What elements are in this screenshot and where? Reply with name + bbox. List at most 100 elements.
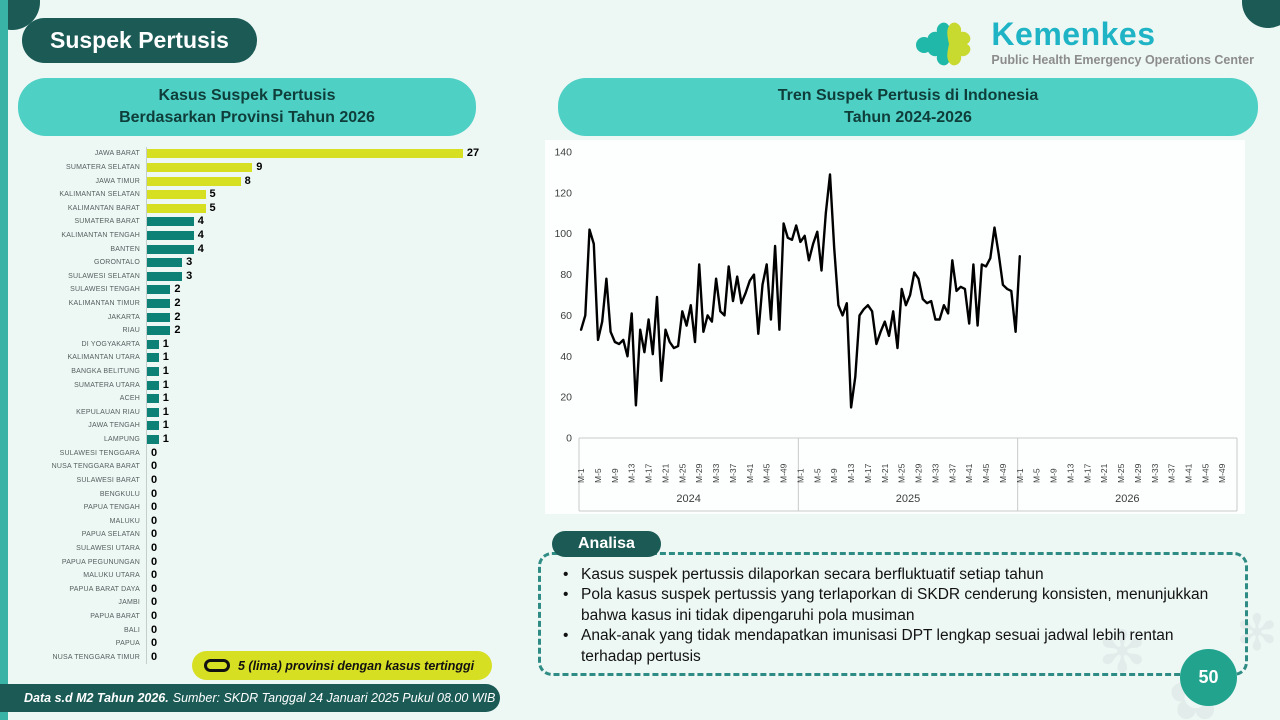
bar-row: GORONTALO 3: [18, 255, 504, 270]
bar-value-label: 0: [151, 528, 158, 541]
province-label: KALIMANTAN SELATAN: [59, 191, 140, 199]
bar-value-label: 27: [466, 147, 480, 160]
svg-text:M-17: M-17: [644, 463, 654, 483]
bar-segment: [147, 149, 463, 159]
province-label: RIAU: [122, 327, 140, 335]
bar-value-label: 0: [151, 487, 158, 500]
bar-row: SUMATERA BARAT 4: [18, 215, 504, 229]
bar-track: 1: [146, 432, 504, 447]
svg-text:40: 40: [560, 351, 572, 363]
svg-text:M-25: M-25: [1116, 463, 1126, 483]
bar-row: SULAWESI TENGAH 2: [18, 283, 504, 297]
svg-text:M-37: M-37: [728, 463, 738, 483]
bar-row: SULAWESI TENGGARA 0: [18, 446, 504, 461]
bar-value-label: 1: [162, 337, 169, 350]
svg-text:M-29: M-29: [1133, 463, 1143, 483]
left-edge-strip: [0, 0, 8, 720]
bar-row: BALI 0: [18, 623, 504, 637]
bar-value-label: 0: [151, 610, 158, 623]
kemenkes-logo: Kemenkes Public Health Emergency Operati…: [915, 10, 1254, 74]
bar-track: 0: [146, 596, 504, 610]
bar-row: PAPUA 0: [18, 636, 504, 651]
bar-row: PAPUA PEGUNUNGAN 0: [18, 555, 504, 569]
bar-value-label: 0: [151, 596, 158, 609]
province-label: BANGKA BELITUNG: [71, 368, 140, 376]
trend-line-chart: 0 20 40 60 80 100 120 140 M-1 M-5 M-9 M-13 M-17 M-21 M…: [545, 140, 1245, 514]
bar-segment: [147, 380, 159, 390]
bar-value-label: 4: [197, 228, 204, 241]
bar-value-label: 0: [151, 460, 158, 473]
svg-text:M-37: M-37: [947, 463, 957, 483]
bar-value-label: 4: [197, 242, 204, 255]
footer-period: Data s.d M2 Tahun 2026.: [24, 691, 169, 705]
bar-value-label: 2: [174, 283, 181, 296]
bar-track: 8: [146, 174, 504, 188]
province-label: KALIMANTAN BARAT: [67, 204, 140, 212]
bar-row: NUSA TENGGARA BARAT 0: [18, 460, 504, 474]
svg-text:M-5: M-5: [593, 468, 603, 483]
bar-segment: [147, 407, 159, 417]
bar-track: 1: [146, 378, 504, 392]
svg-text:M-29: M-29: [914, 463, 924, 483]
corner-ornament: ✻: [1236, 605, 1278, 661]
bar-track: 0: [146, 446, 504, 461]
bar-value-label: 0: [151, 473, 158, 486]
bar-value-label: 3: [186, 269, 193, 282]
svg-text:M-41: M-41: [964, 463, 974, 483]
svg-text:80: 80: [560, 269, 572, 281]
province-label: JAWA TIMUR: [95, 177, 140, 185]
page-title: Suspek Pertusis: [22, 18, 257, 63]
bar-row: PAPUA TENGAH 0: [18, 500, 504, 515]
province-label: SULAWESI TENGAH: [70, 286, 140, 294]
bar-segment: [147, 217, 194, 227]
svg-text:M-49: M-49: [779, 463, 789, 483]
bar-value-label: 3: [186, 256, 193, 269]
bar-segment: [147, 176, 241, 186]
svg-text:M-45: M-45: [762, 463, 772, 483]
bar-chart-title: Kasus Suspek Pertusis Berdasarkan Provin…: [18, 78, 476, 136]
svg-text:M-9: M-9: [1049, 468, 1059, 483]
bar-row: KALIMANTAN TENGAH 4: [18, 228, 504, 243]
svg-text:M-21: M-21: [1099, 463, 1109, 483]
line-chart-title-line1: Tren Suspek Pertusis di Indonesia: [777, 87, 1039, 105]
province-label: KALIMANTAN UTARA: [67, 354, 140, 362]
data-source-footer: Data s.d M2 Tahun 2026. Sumber: SKDR Tan…: [0, 684, 500, 712]
province-label: SUMATERA UTARA: [74, 381, 140, 389]
bar-value-label: 0: [151, 582, 158, 595]
bar-track: 3: [146, 269, 504, 284]
bar-value-label: 5: [209, 201, 216, 214]
bar-row: NUSA TENGGARA TIMUR 0: [18, 650, 504, 665]
svg-text:M-5: M-5: [812, 468, 822, 483]
bar-row: RIAU 2: [18, 323, 504, 338]
bar-value-label: 1: [162, 392, 169, 405]
legend-label: 5 (lima) provinsi dengan kasus tertinggi: [238, 658, 475, 673]
bar-track: 9: [146, 160, 504, 175]
province-bar-chart: JAWA BARAT 27 SUMATERA SELATAN 9 JAWA TIMUR 8…: [18, 147, 504, 665]
bar-row: JAMBI 0: [18, 596, 504, 610]
svg-text:M-17: M-17: [1082, 463, 1092, 483]
province-label: KALIMANTAN TENGAH: [61, 231, 140, 239]
legend-highlight-icon: [204, 659, 230, 672]
bar-row: ACEH 1: [18, 391, 504, 406]
bar-value-label: 1: [162, 419, 169, 432]
province-label: SULAWESI BARAT: [76, 476, 140, 484]
svg-text:M-21: M-21: [660, 463, 670, 483]
svg-text:M-29: M-29: [694, 463, 704, 483]
province-label: MALUKU: [109, 517, 140, 525]
svg-text:M-13: M-13: [1065, 463, 1075, 483]
bar-segment: [147, 326, 171, 336]
bar-row: BENGKULU 0: [18, 487, 504, 501]
bar-track: 1: [146, 405, 504, 420]
bar-value-label: 9: [256, 160, 263, 173]
bar-track: 0: [146, 623, 504, 637]
svg-text:M-25: M-25: [677, 463, 687, 483]
bar-track: 0: [146, 460, 504, 474]
province-label: ACEH: [119, 395, 140, 403]
svg-text:M-45: M-45: [981, 463, 991, 483]
bar-row: KALIMANTAN UTARA 1: [18, 351, 504, 365]
province-label: PAPUA: [115, 640, 140, 648]
bar-track: 1: [146, 391, 504, 406]
province-label: PAPUA BARAT: [90, 613, 140, 621]
province-label: NUSA TENGGARA BARAT: [51, 463, 140, 471]
